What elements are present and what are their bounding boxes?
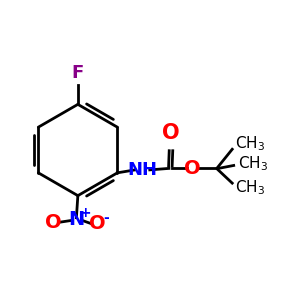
Text: NH: NH bbox=[128, 161, 158, 179]
Text: O: O bbox=[44, 213, 61, 232]
Text: N: N bbox=[68, 210, 85, 229]
Text: -: - bbox=[103, 211, 109, 225]
Text: CH$_3$: CH$_3$ bbox=[235, 178, 265, 197]
Text: F: F bbox=[72, 64, 84, 82]
Text: +: + bbox=[80, 206, 91, 220]
Text: O: O bbox=[184, 159, 201, 178]
Text: O: O bbox=[89, 214, 106, 233]
Text: CH$_3$: CH$_3$ bbox=[238, 154, 268, 173]
Text: O: O bbox=[162, 123, 180, 143]
Text: CH$_3$: CH$_3$ bbox=[235, 134, 265, 153]
